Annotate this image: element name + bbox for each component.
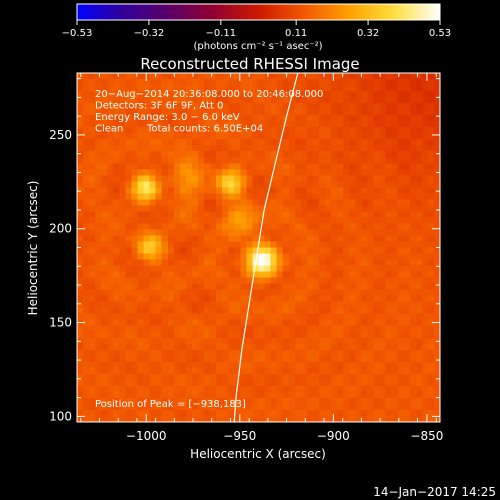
- chart-title: Reconstructed RHESSI Image: [140, 55, 359, 73]
- y-axis-label: Heliocentric Y (arcsec): [26, 181, 40, 316]
- annotation-detectors: Detectors: 3F 6F 9F, Att 0: [95, 101, 223, 112]
- colorbar-tick-label: −0.11: [206, 28, 237, 39]
- colorbar-ticks: −0.53 −0.32 −0.11 0.11 0.32 0.53: [62, 20, 451, 39]
- annotation-total-counts: Total counts: 6.50E+04: [146, 124, 263, 135]
- peak-position-label: Position of Peak = [−938,183]: [95, 399, 246, 410]
- colorbar-tick-label: −0.53: [62, 28, 93, 39]
- y-tick-label: 200: [49, 222, 72, 236]
- colorbar-tick-label: −0.32: [134, 28, 165, 39]
- annotation-algorithm: Clean: [95, 124, 123, 135]
- y-tick-label: 150: [49, 316, 72, 330]
- colorbar: [76, 3, 441, 21]
- y-tick-label: 100: [49, 409, 72, 423]
- y-tick-label: 250: [49, 128, 72, 142]
- solar-limb-line: [233, 73, 299, 422]
- annotation-block: 20−Aug−2014 20:36:08.000 to 20:46:08.000…: [95, 89, 323, 135]
- x-tick-label: −950: [223, 429, 256, 443]
- annotation-time-range: 20−Aug−2014 20:36:08.000 to 20:46:08.000: [95, 89, 323, 100]
- colorbar-tick-label: 0.11: [285, 28, 307, 39]
- x-tick-label: −900: [317, 429, 350, 443]
- colorbar-tick-label: 0.53: [429, 28, 451, 39]
- axis-ticks: −1000 −950 −900 −850 100 150 200 250: [49, 73, 443, 443]
- colorbar-unit-label: (photons cm⁻² s⁻¹ asec⁻²): [193, 41, 322, 52]
- annotation-energy-range: Energy Range: 3.0 − 6.0 keV: [95, 112, 240, 123]
- x-tick-label: −850: [410, 429, 443, 443]
- colorbar-tick-label: 0.32: [357, 28, 379, 39]
- footer-timestamp: 14−Jan−2017 14:25: [373, 485, 496, 499]
- x-tick-label: −1000: [126, 429, 167, 443]
- x-axis-label: Heliocentric X (arcsec): [190, 447, 326, 461]
